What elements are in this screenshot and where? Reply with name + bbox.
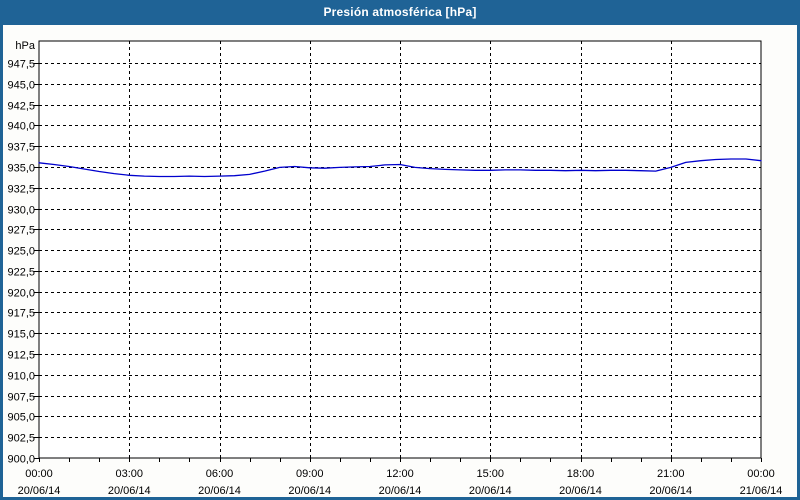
y-tick-label: 925,0 — [7, 246, 35, 258]
x-tick-date-label: 20/06/14 — [559, 485, 602, 497]
y-tick-label: 920,0 — [7, 288, 35, 300]
y-axis-labels: 947,5 945,0 942,5 940,0 937,5 935,0 932,5 930,0… — [7, 40, 35, 466]
x-tick-time-label: 00:00 — [25, 468, 53, 480]
y-tick-label: 912,5 — [7, 350, 35, 362]
chart-container: 947,5 945,0 942,5 940,0 937,5 935,0 932,5 930,0… — [3, 25, 797, 497]
x-tick-time-label: 06:00 — [206, 468, 234, 480]
x-tick-time-label: 00:00 — [747, 468, 775, 480]
y-tick-label: 900,0 — [7, 454, 35, 466]
x-tick-date-label: 20/06/14 — [469, 485, 512, 497]
y-tick-label: 907,5 — [7, 392, 35, 404]
y-tick-label: 930,0 — [7, 205, 35, 217]
y-tick-label: 905,0 — [7, 412, 35, 424]
x-tick-time-label: 09:00 — [296, 468, 324, 480]
x-tick-date-label: 20/06/14 — [18, 485, 61, 497]
y-tick-label: 915,0 — [7, 329, 35, 341]
y-tick-label: 935,0 — [7, 163, 35, 175]
y-tick-label: 932,5 — [7, 184, 35, 196]
x-tick-time-label: 15:00 — [476, 468, 504, 480]
y-tick-label: 945,0 — [7, 80, 35, 92]
y-tick-label: 910,0 — [7, 371, 35, 383]
window-titlebar: Presión atmosférica [hPa] — [3, 0, 797, 25]
x-tick-time-label: 21:00 — [657, 468, 685, 480]
axis-ticks — [34, 63, 762, 462]
pressure-chart: 947,5 945,0 942,5 940,0 937,5 935,0 932,5 930,0… — [7, 40, 783, 497]
x-tick-date-label: 20/06/14 — [649, 485, 692, 497]
pressure-series-line — [38, 158, 762, 178]
x-axis-labels: 00:00 20/06/14 03:00 20/06/14 06:00 20/06/14 0… — [18, 468, 783, 497]
x-tick-time-label: 12:00 — [386, 468, 414, 480]
y-tick-label: 927,5 — [7, 225, 35, 237]
y-tick-label: 922,5 — [7, 267, 35, 279]
x-tick-date-label: 21/06/14 — [740, 485, 783, 497]
x-tick-time-label: 18:00 — [567, 468, 595, 480]
y-tick-label: 902,5 — [7, 433, 35, 445]
x-tick-date-label: 20/06/14 — [108, 485, 151, 497]
x-tick-date-label: 20/06/14 — [379, 485, 422, 497]
y-axis-unit-label: hPa — [15, 40, 35, 52]
y-tick-label: 917,5 — [7, 308, 35, 320]
grid-lines — [39, 41, 761, 458]
y-tick-label: 942,5 — [7, 101, 35, 113]
y-tick-label: 937,5 — [7, 142, 35, 154]
x-tick-date-label: 20/06/14 — [198, 485, 241, 497]
plot-frame — [38, 40, 762, 459]
y-tick-label: 947,5 — [7, 59, 35, 71]
window-title: Presión atmosférica [hPa] — [323, 5, 477, 19]
y-tick-label: 940,0 — [7, 121, 35, 133]
x-tick-time-label: 03:00 — [115, 468, 143, 480]
x-tick-date-label: 20/06/14 — [288, 485, 331, 497]
